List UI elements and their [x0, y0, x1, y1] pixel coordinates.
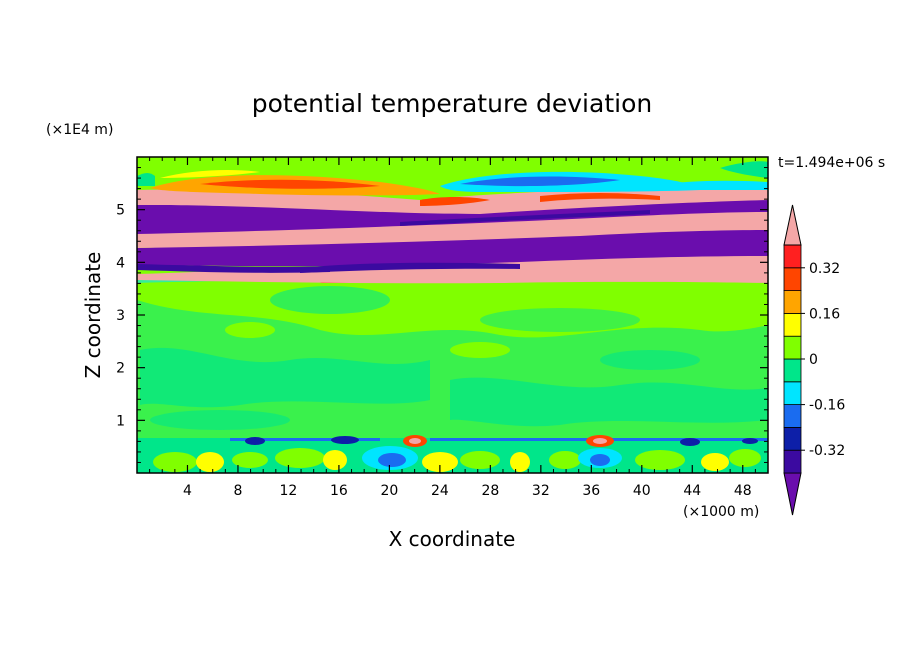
- colorbar-label-4: -0.32: [809, 443, 845, 459]
- plot-area: [137, 157, 768, 473]
- colorbar-segment-1: [783, 426, 802, 451]
- chart-title: potential temperature deviation: [252, 89, 652, 118]
- field-upper-bands: [137, 161, 768, 284]
- colorbar-label-1: 0.16: [809, 306, 840, 322]
- x-tick-label-5: 24: [431, 483, 449, 499]
- x-tick-label-9: 40: [633, 483, 651, 499]
- x-tick-label-2: 12: [280, 483, 298, 499]
- colorbar-segment-5: [783, 335, 802, 360]
- colorbar-label-2: 0: [809, 352, 818, 368]
- x-tick-label-10: 44: [683, 483, 701, 499]
- y-tick-label-3: 4: [116, 255, 125, 271]
- x-tick-label-8: 36: [582, 483, 600, 499]
- colorbar-segment-6: [783, 312, 802, 337]
- colorbar-label-3: -0.16: [809, 398, 845, 414]
- y-tick-label-2: 3: [116, 308, 125, 324]
- colorbar-label-0: 0.32: [809, 261, 840, 277]
- x-axis-label: X coordinate: [389, 527, 516, 551]
- x-tick-label-6: 28: [481, 483, 499, 499]
- y-unit-label: (×1E4 m): [46, 122, 113, 138]
- colorbar-arrow-top: [783, 204, 802, 246]
- colorbar-segment-8: [783, 267, 802, 291]
- x-tick-label-3: 16: [330, 483, 348, 499]
- x-tick-label-1: 8: [233, 483, 242, 499]
- x-unit-label: (×1000 m): [683, 504, 759, 520]
- y-axis-label: Z coordinate: [81, 252, 105, 379]
- colorbar: 0.32 0.16 0 -0.16 -0.32: [783, 204, 845, 516]
- colorbar-segment-3: [783, 381, 802, 405]
- field-bottom-layer: [137, 435, 768, 473]
- colorbar-segment-7: [783, 290, 802, 314]
- x-tick-label-4: 20: [380, 483, 398, 499]
- field-lower-layer: [137, 286, 768, 440]
- time-label: t=1.494e+06 s: [778, 155, 885, 171]
- x-tick-label-11: 48: [734, 483, 752, 499]
- x-tick-label-7: 32: [532, 483, 550, 499]
- y-tick-label-4: 5: [116, 203, 125, 219]
- y-tick-label-1: 2: [116, 361, 125, 377]
- colorbar-segment-0: [783, 449, 802, 474]
- y-axis: 1 2 3 4 5: [116, 167, 768, 463]
- colorbar-segment-4: [783, 358, 802, 383]
- colorbar-segment-9: [783, 244, 802, 269]
- y-tick-label-0: 1: [116, 413, 125, 429]
- colorbar-segment-2: [783, 404, 802, 428]
- x-tick-label-0: 4: [183, 483, 192, 499]
- x-axis: 4 8 12 16 20 24 28 32 36 40 44 48: [149, 157, 756, 499]
- colorbar-arrow-bottom: [783, 472, 802, 516]
